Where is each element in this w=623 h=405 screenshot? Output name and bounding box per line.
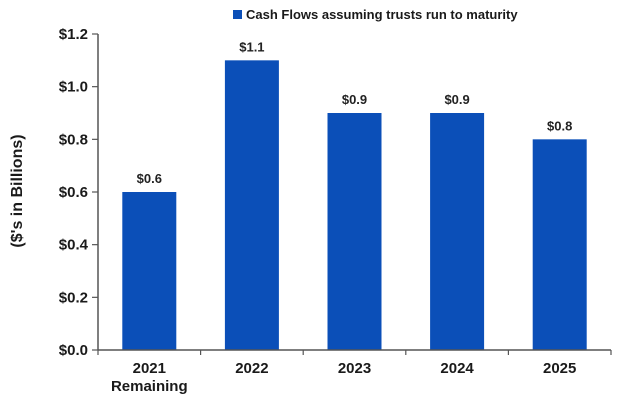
y-tick-label: $1.2 — [59, 26, 88, 43]
data-label-4: $0.8 — [547, 118, 572, 133]
y-tick-label: $0.6 — [59, 184, 88, 201]
x-tick-label-line: 2022 — [235, 360, 268, 377]
y-tick-label: $1.0 — [59, 79, 88, 96]
data-label-0: $0.6 — [137, 171, 162, 186]
y-tick-label: $0.8 — [59, 131, 88, 148]
y-tick-label: $0.0 — [59, 342, 88, 359]
x-tick-label-line: 2024 — [440, 360, 474, 377]
y-axis-title: ($'s in Billions) — [9, 134, 26, 247]
legend-swatch — [233, 10, 242, 19]
bars: $0.6 $1.1 $0.9 $0.9 $0.8 — [122, 39, 587, 350]
data-label-3: $0.9 — [444, 92, 469, 107]
x-tick-label-line: 2025 — [543, 360, 576, 377]
x-tick-label-2: 2023 — [338, 360, 371, 377]
legend-label: Cash Flows assuming trusts run to maturi… — [246, 7, 518, 22]
bar-0 — [122, 192, 177, 350]
y-tick-label: $0.2 — [59, 289, 88, 306]
bar-4 — [532, 139, 587, 350]
data-label-1: $1.1 — [239, 39, 264, 54]
y-axis-ticks: $0.0 $0.2 $0.4 $0.6 $0.8 $1.0 $1.2 — [59, 26, 98, 359]
y-tick-label: $0.4 — [59, 237, 89, 254]
bar-1 — [224, 60, 279, 350]
axes — [97, 34, 612, 355]
legend: Cash Flows assuming trusts run to maturi… — [233, 7, 518, 22]
x-tick-label-4: 2025 — [543, 360, 576, 377]
x-tick-label-line: 2021 — [133, 360, 166, 377]
data-label-2: $0.9 — [342, 92, 367, 107]
bar-2 — [327, 113, 382, 350]
x-tick-label-1: 2022 — [235, 360, 268, 377]
x-tick-label-3: 2024 — [440, 360, 474, 377]
x-axis-labels: 2021 Remaining 2022 2023 2024 2025 — [111, 360, 576, 395]
x-tick-label-line: 2023 — [338, 360, 371, 377]
x-tick-label-line: Remaining — [111, 378, 188, 395]
bar-3 — [430, 113, 485, 350]
x-tick-label-0: 2021 Remaining — [111, 360, 188, 395]
